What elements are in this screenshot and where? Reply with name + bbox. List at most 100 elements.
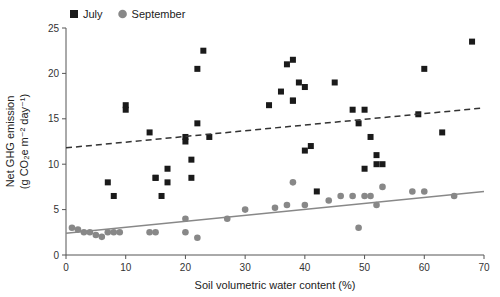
y-tick-label: 20 [48, 68, 60, 79]
point [302, 202, 309, 209]
legend-marker [70, 10, 78, 18]
x-tick-label: 40 [299, 262, 311, 273]
point [194, 66, 200, 72]
trend-line [66, 108, 484, 148]
point [146, 229, 153, 236]
y-tick [62, 118, 66, 119]
point [350, 107, 356, 113]
x-tick [125, 255, 126, 259]
point [379, 161, 385, 167]
point [165, 179, 171, 185]
point [290, 98, 296, 104]
point [153, 175, 159, 181]
legend-label: September [132, 8, 186, 20]
y-axis-line [66, 28, 67, 255]
point [278, 89, 284, 95]
point [284, 202, 291, 209]
point [152, 229, 159, 236]
y-tick [62, 73, 66, 74]
point [147, 129, 153, 135]
point [290, 179, 297, 186]
point [242, 206, 249, 213]
point [361, 193, 368, 200]
point [116, 229, 123, 236]
point [93, 232, 100, 239]
x-tick-label: 70 [478, 262, 490, 273]
y-tick-label: 5 [53, 204, 59, 215]
point [302, 84, 308, 90]
x-tick [185, 255, 186, 259]
point [165, 166, 171, 172]
point [290, 98, 296, 104]
trend-line [66, 191, 484, 233]
point [200, 48, 206, 54]
point [356, 120, 362, 126]
x-tick [304, 255, 305, 259]
point [362, 166, 368, 172]
point [374, 152, 380, 158]
point [421, 188, 428, 195]
y-tick [62, 255, 66, 256]
point [325, 197, 332, 204]
point [284, 61, 290, 67]
point [362, 107, 368, 113]
point [302, 148, 308, 154]
point [337, 193, 344, 200]
point [314, 188, 320, 194]
y-axis-label-line: (g CO₂e m⁻² day⁻¹) [18, 94, 30, 189]
point [111, 193, 117, 199]
x-tick [424, 255, 425, 259]
point [123, 107, 129, 113]
x-tick [484, 255, 485, 259]
point [421, 66, 427, 72]
point [272, 204, 279, 211]
point [290, 57, 296, 63]
point [439, 129, 445, 135]
point [374, 161, 380, 167]
legend-marker [118, 10, 127, 19]
legend: July September [70, 8, 186, 20]
y-tick-label: 15 [48, 113, 60, 124]
x-tick-label: 60 [419, 262, 431, 273]
y-tick-label: 10 [48, 159, 60, 170]
x-tick-label: 10 [120, 262, 132, 273]
point [188, 157, 194, 163]
point [153, 175, 159, 181]
legend-item: July [70, 8, 103, 20]
y-tick-label: 0 [53, 250, 59, 261]
point [99, 234, 106, 241]
x-tick [66, 255, 67, 259]
point [182, 139, 188, 145]
point [194, 234, 201, 241]
point [409, 188, 416, 195]
y-tick [62, 209, 66, 210]
y-axis-label-line: Net GHG emission [4, 96, 16, 188]
y-tick [62, 28, 66, 29]
point [188, 175, 194, 181]
point [469, 39, 475, 45]
x-axis-label: Soil volumetric water content (%) [195, 279, 356, 291]
legend-item: September [118, 8, 185, 20]
point [308, 143, 314, 149]
point [349, 193, 356, 200]
x-tick-label: 50 [359, 262, 371, 273]
point [182, 229, 189, 236]
point [368, 134, 374, 140]
point [367, 193, 374, 200]
y-axis-label: Net GHG emission(g CO₂e m⁻² day⁻¹) [4, 94, 30, 189]
point [296, 79, 302, 85]
point [69, 224, 76, 231]
y-tick [62, 164, 66, 165]
point [159, 193, 165, 199]
legend-label: July [83, 8, 103, 20]
point [332, 79, 338, 85]
chart: 0102030405060700510152025Soil volumetric… [0, 0, 500, 297]
point [110, 229, 117, 236]
plot-area [66, 39, 484, 241]
point [355, 224, 362, 231]
point [266, 102, 272, 108]
point [379, 184, 386, 191]
point [105, 179, 111, 185]
x-tick-label: 20 [180, 262, 192, 273]
x-tick [364, 255, 365, 259]
